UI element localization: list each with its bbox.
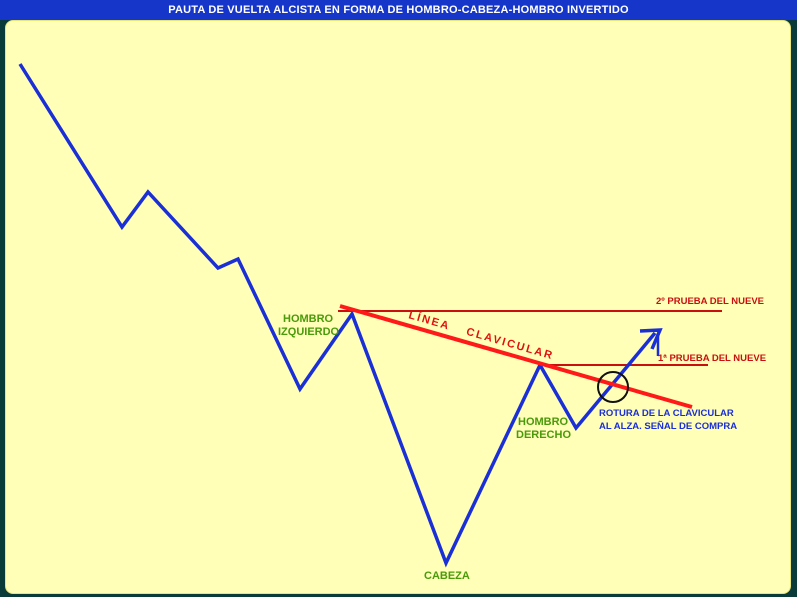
circle-marker-icon — [597, 371, 629, 403]
first-test-label: 1ª PRUEBA DEL NUEVE — [658, 353, 766, 364]
left-shoulder-label: HOMBRO — [283, 313, 334, 325]
neckline — [339, 304, 693, 409]
right-shoulder-label-2: DERECHO — [516, 429, 571, 441]
head-label: CABEZA — [424, 570, 470, 582]
breakout-label-2: AL ALZA. SEÑAL DE COMPRA — [599, 421, 737, 432]
diagram-panel — [5, 20, 791, 594]
left-shoulder-label-2: IZQUIERDO — [278, 326, 340, 338]
right-shoulder-label: HOMBRO — [518, 416, 569, 428]
arrow-up-right-icon — [639, 328, 663, 350]
breakout-label: ROTURA DE LA CLAVICULAR — [599, 408, 734, 419]
page-title: PAUTA DE VUELTA ALCISTA EN FORMA DE HOMB… — [0, 0, 797, 20]
price-line — [18, 63, 657, 568]
second-test-label: 2º PRUEBA DEL NUEVE — [656, 296, 764, 307]
